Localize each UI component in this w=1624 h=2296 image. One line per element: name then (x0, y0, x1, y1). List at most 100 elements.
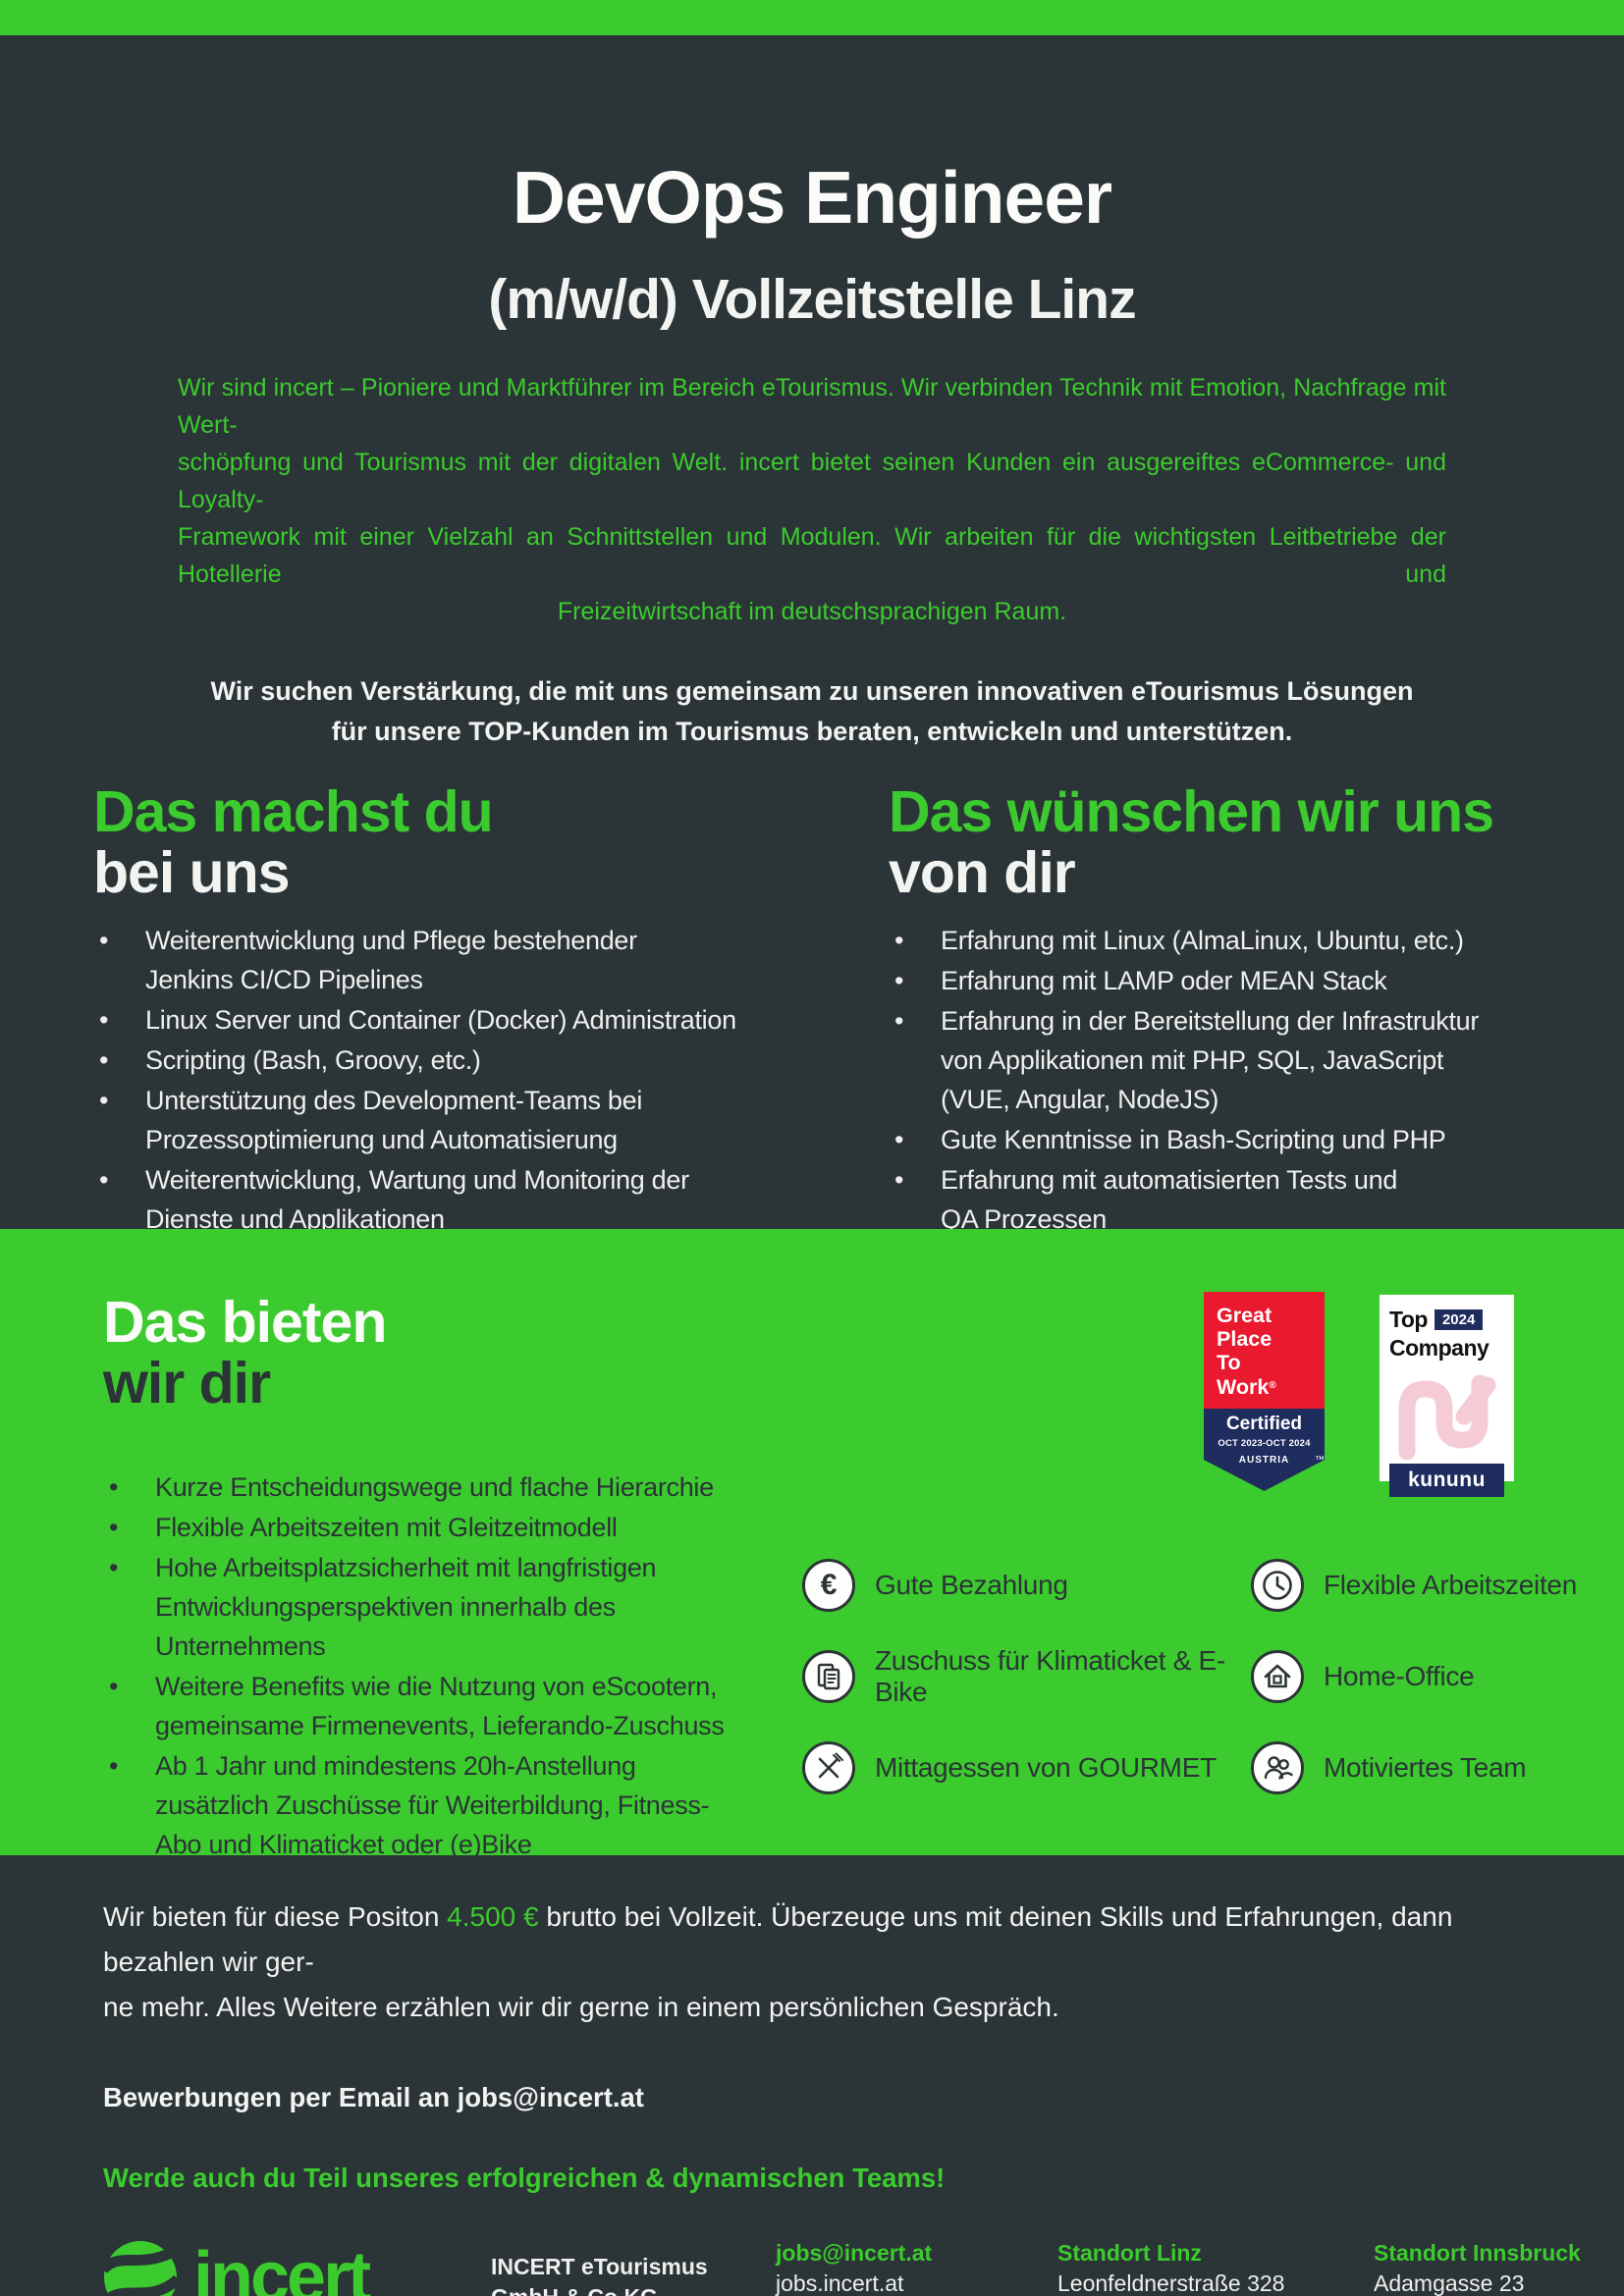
list-item: Erfahrung mit automatisierten Tests und … (889, 1160, 1624, 1229)
footer-location-linz: Standort Linz Leonfeldnerstraße 328 4040… (1057, 2238, 1374, 2296)
great-place-to-work-badge: Great Place To Work® Certified OCT 2023-… (1204, 1292, 1325, 1491)
incert-wordmark: incert (193, 2238, 371, 2296)
benefit-item: Zuschuss für Klimaticket & E-Bike (802, 1630, 1251, 1722)
offer-heading: Das bieten wir dir (103, 1292, 1624, 1414)
tasks-heading-line1: Das machst du (93, 779, 494, 844)
gptw-line: Place (1217, 1327, 1272, 1351)
intro-section: DevOps Engineer (m/w/d) Vollzeitstelle L… (0, 35, 1624, 1229)
company-intro-paragraph: Wir sind incert – Pioniere und Marktführ… (178, 369, 1446, 630)
cutlery-icon (802, 1740, 855, 1794)
wishes-list: Erfahrung mit Linux (AlmaLinux, Ubuntu, … (889, 921, 1624, 1229)
list-item: Unterstützung des Development-Teams bei … (93, 1081, 790, 1159)
wishes-heading: Das wünschen wir uns von dir (889, 781, 1624, 903)
salary-paragraph: Wir bieten für diese Positon 4.500 € bru… (103, 1895, 1527, 2030)
kununu-year-chip: 2024 (1434, 1309, 1484, 1330)
company-name: INCERT eTourismus (491, 2254, 708, 2279)
list-item: Weiterentwicklung und Pflege bestehender… (93, 921, 790, 999)
list-item: Hohe Arbeitsplatzsicherheit mit langfris… (103, 1548, 751, 1666)
list-item: Ab 1 Jahr und mindestens 20h-Anstellung … (103, 1746, 751, 1855)
footer: incert INCERT eTourismus GmbH & Co KG jo… (103, 2238, 1624, 2296)
intro-line: Wir sind incert – Pioniere und Marktführ… (178, 374, 1446, 439)
benefit-label: Zuschuss für Klimaticket & E-Bike (875, 1644, 1225, 1707)
intro-line: Freizeitwirtschaft im deutschsprachigen … (557, 598, 1067, 625)
team-icon (1251, 1740, 1304, 1794)
gptw-certified-label: Certified (1225, 1414, 1303, 1434)
benefit-label: Gute Bezahlung (875, 1569, 1068, 1600)
incert-logo: incert (103, 2240, 491, 2296)
wishes-heading-line2: von dir (889, 840, 1076, 905)
statement-line: Wir suchen Verstärkung, die mit uns geme… (210, 676, 1414, 706)
incert-logo-icon (103, 2241, 178, 2296)
gptw-badge-top: Great Place To Work® (1204, 1292, 1325, 1409)
location-address: Adamgasse 23 (1374, 2270, 1525, 2296)
kununu-company-label: Company (1389, 1335, 1489, 1361)
gptw-badge-pennant: Certified OCT 2023-OCT 2024 AUSTRIA (1204, 1409, 1325, 1491)
list-item: Linux Server und Container (Docker) Admi… (93, 1000, 790, 1040)
ticket-icon (802, 1649, 855, 1703)
offer-list: Kurze Entscheidungswege und flache Hiera… (103, 1468, 751, 1855)
home-icon (1251, 1649, 1304, 1703)
benefit-label: Motiviertes Team (1324, 1751, 1527, 1783)
kununu-wordmark: kununu (1389, 1464, 1504, 1497)
euro-icon: € (802, 1558, 855, 1612)
salary-amount: 4.500 € (447, 1901, 539, 1932)
footer-location-innsbruck: Standort Innsbruck Adamgasse 23 6020 Inn… (1374, 2238, 1581, 2296)
benefit-label: Home-Office (1324, 1660, 1475, 1691)
benefit-label: Mittagessen von GOURMET (875, 1751, 1217, 1783)
list-item: Weitere Benefits wie die Nutzung von eSc… (103, 1667, 751, 1745)
list-item: Erfahrung in der Bereitstellung der Infr… (889, 1001, 1624, 1119)
salary-text: brutto bei Vollzeit. Überzeuge uns mit d… (103, 1901, 1453, 2022)
footer-company: INCERT eTourismus GmbH & Co KG (491, 2252, 776, 2296)
benefit-item: Motiviertes Team (1251, 1722, 1624, 1813)
list-item: Flexible Arbeitszeiten mit Gleitzeitmode… (103, 1508, 751, 1547)
contact-website[interactable]: jobs.incert.at (776, 2270, 904, 2296)
closing-section: Wir bieten für diese Positon 4.500 € bru… (0, 1855, 1624, 2296)
gptw-country: AUSTRIA (1238, 1455, 1290, 1466)
tasks-list: Weiterentwicklung und Pflege bestehender… (93, 921, 790, 1229)
offer-heading-line2: wir dir (103, 1351, 271, 1415)
benefit-item: Mittagessen von GOURMET (802, 1722, 1251, 1813)
page-subtitle: (m/w/d) Vollzeitstelle Linz (488, 268, 1136, 331)
gptw-line: Great (1217, 1304, 1272, 1327)
salary-text: Wir bieten für diese Positon (103, 1901, 448, 1932)
list-item: Kurze Entscheidungswege und flache Hiera… (103, 1468, 751, 1507)
kununu-logo-mark (1398, 1374, 1495, 1460)
list-item: Erfahrung mit LAMP oder MEAN Stack (889, 961, 1624, 1000)
footer-contact: jobs@incert.at jobs.incert.at T +43 732 … (776, 2238, 1057, 2296)
benefit-item: Flexible Arbeitszeiten (1251, 1539, 1624, 1630)
list-item: Gute Kenntnisse in Bash-Scripting und PH… (889, 1120, 1624, 1159)
gptw-line: To (1217, 1351, 1241, 1374)
top-green-bar (0, 0, 1624, 35)
tasks-heading-line2: bei uns (93, 840, 291, 905)
list-item: Weiterentwicklung, Wartung und Monitorin… (93, 1160, 790, 1229)
contact-email[interactable]: jobs@incert.at (776, 2240, 933, 2266)
list-item: Scripting (Bash, Groovy, etc.) (93, 1041, 790, 1080)
location-address: Leonfeldnerstraße 328 (1057, 2270, 1285, 2296)
registered-mark: ® (1269, 1380, 1276, 1391)
benefit-item: Home-Office (1251, 1630, 1624, 1722)
intro-line: schöpfung und Tourismus mit der digitale… (178, 449, 1446, 513)
location-label: Standort Linz (1057, 2240, 1202, 2266)
wishes-heading-line1: Das wünschen wir uns (889, 779, 1494, 844)
company-name: GmbH & Co KG (491, 2282, 776, 2296)
trademark-mark: ™ (1315, 1455, 1325, 1466)
benefit-item: € Gute Bezahlung (802, 1539, 1251, 1630)
offer-heading-line1: Das bieten (103, 1290, 387, 1355)
clock-icon (1251, 1558, 1304, 1612)
kununu-top-company-badge: Top 2024 Company kununu (1380, 1295, 1514, 1497)
team-call-to-action: Werde auch du Teil unseres erfolgreichen… (103, 2163, 946, 2193)
gptw-period: OCT 2023-OCT 2024 (1218, 1438, 1311, 1449)
tasks-heading: Das machst du bei uns (93, 781, 790, 903)
gptw-line: Work (1217, 1375, 1270, 1399)
benefit-label: Flexible Arbeitszeiten (1324, 1569, 1577, 1600)
location-label: Standort Innsbruck (1374, 2240, 1581, 2266)
apply-instruction: Bewerbungen per Email an jobs@incert.at (103, 2082, 644, 2112)
intro-line: Framework mit einer Vielzahl an Schnitts… (178, 523, 1446, 588)
list-item: Erfahrung mit Linux (AlmaLinux, Ubuntu, … (889, 921, 1624, 960)
search-statement: Wir suchen Verstärkung, die mit uns geme… (0, 671, 1624, 752)
